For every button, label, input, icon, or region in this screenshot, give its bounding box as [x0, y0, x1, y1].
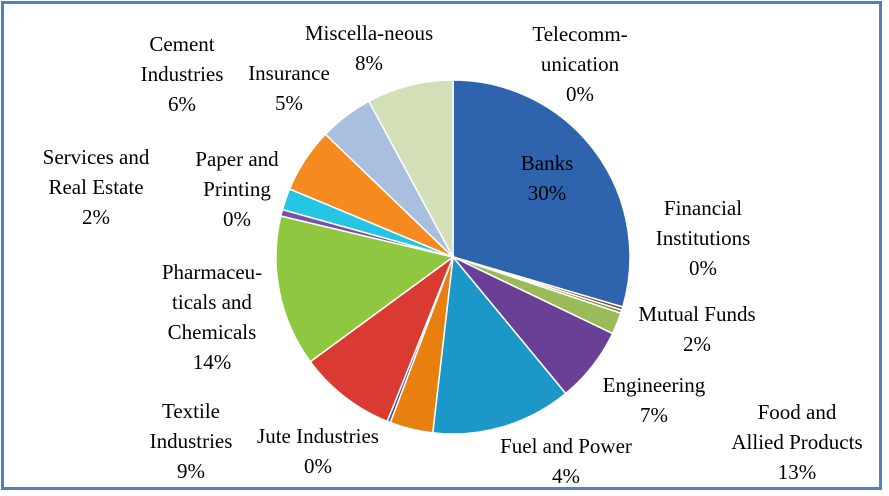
pie-slice-banks	[452, 79, 631, 308]
pie-slices	[275, 79, 631, 435]
slice-label-textile-industries: Textile Industries 9%	[150, 399, 233, 483]
slice-label-paper-and-printing: Paper and Printing 0%	[195, 147, 279, 231]
slice-label-cement-industries: Cement Industries 6%	[141, 32, 224, 116]
slice-label-engineering: Engineering 7%	[603, 373, 706, 427]
slice-label-financial-institutions: Financial Institutions 0%	[656, 196, 751, 280]
slice-label-miscella-neous: Miscella-neous 8%	[305, 21, 433, 75]
slice-label-food-and-allied-products: Food and Allied Products 13%	[731, 400, 862, 484]
pie-slice-miscella-neous	[367, 79, 454, 258]
slice-label-insurance: Insurance 5%	[248, 61, 330, 115]
slice-label-services-and-real-estate: Services and Real Estate 2%	[43, 145, 150, 229]
slice-labels: Banks 30% Telecomm-unication 0% Financial Ins…	[43, 21, 863, 488]
slice-label-banks: Banks 30%	[521, 151, 574, 205]
slice-label-mutual-funds: Mutual Funds 2%	[638, 302, 755, 356]
slice-label-pharmaceu-ticals-and-chemicals: Pharmaceu-ticals and Chemicals 14%	[162, 260, 262, 374]
slice-label-telecomm-unication: Telecomm-unication 0%	[532, 22, 627, 106]
pie-slice-pharmaceu-ticals-and-chemicals	[275, 215, 455, 363]
slice-label-fuel-and-power: Fuel and Power 4%	[500, 434, 632, 488]
pie-slice-food-and-allied-products	[431, 255, 567, 435]
pie-slice-textile-industries	[309, 254, 455, 423]
slice-label-jute-industries: Jute Industries 0%	[257, 424, 379, 478]
